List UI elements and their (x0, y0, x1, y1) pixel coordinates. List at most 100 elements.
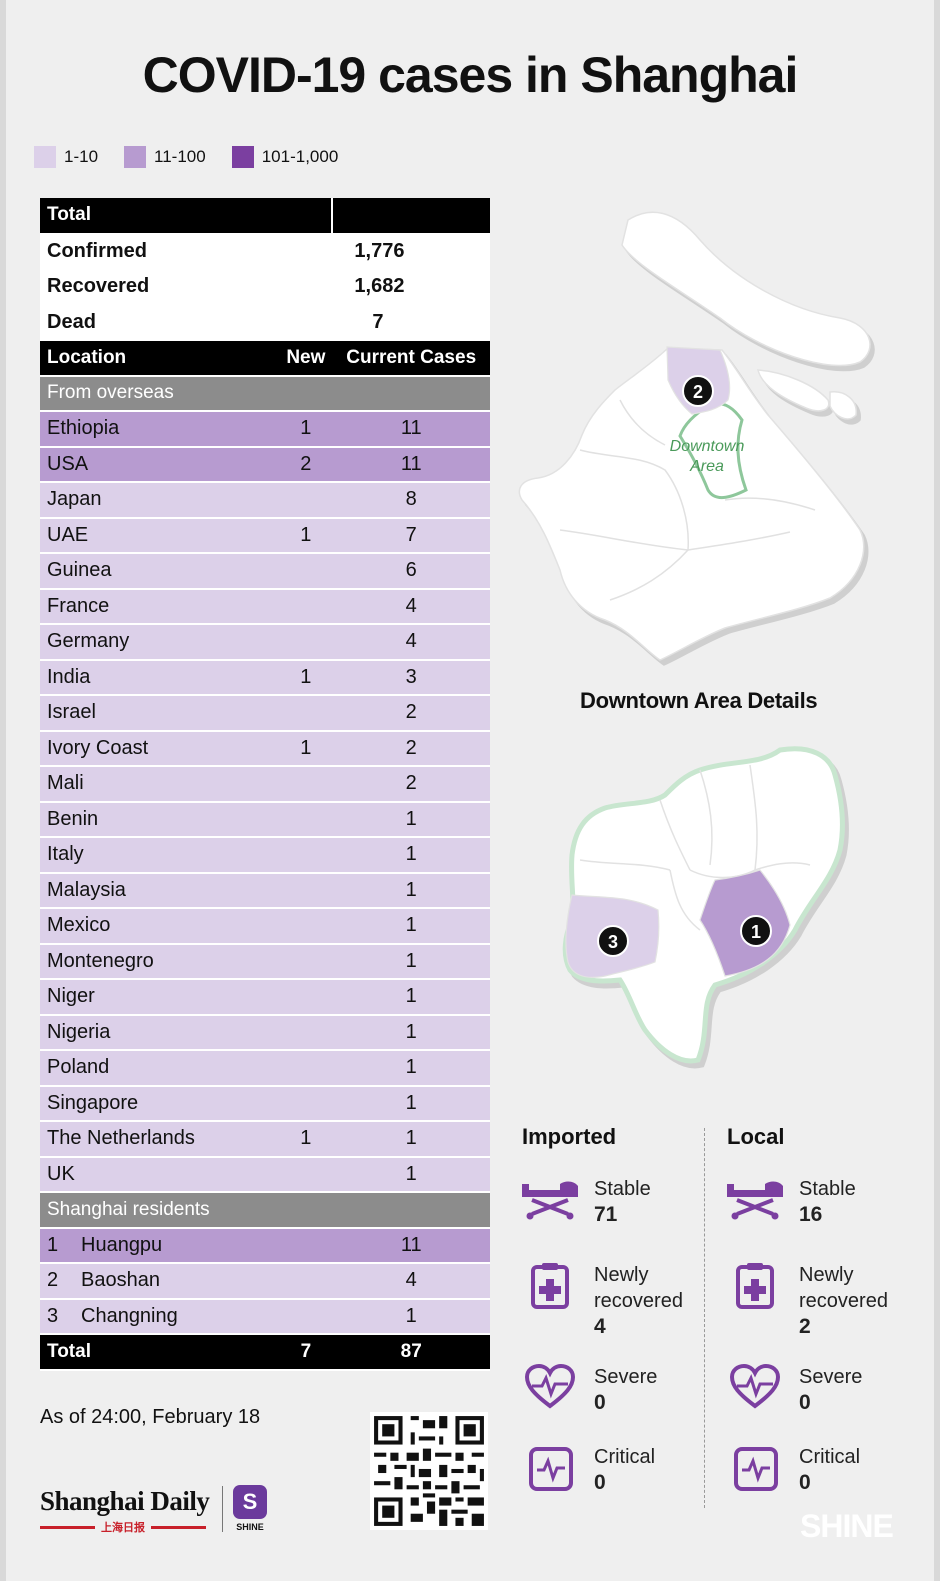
marker-2 (682, 375, 714, 407)
legend: 1-10 11-100 101-1,000 (34, 146, 338, 168)
country-name: France (40, 588, 280, 625)
table-row: Israel 2 (40, 695, 490, 732)
stat-value: 0 (594, 1471, 606, 1494)
total-value: 1,682 (332, 269, 490, 306)
current-cases: 1 (332, 1298, 490, 1335)
total-dead-row: Dead 7 (40, 304, 490, 341)
stat-value: 4 (594, 1315, 606, 1338)
country-name: Israel (40, 695, 280, 732)
new-cases (279, 908, 333, 945)
new-cases (279, 553, 333, 590)
stat-value: 0 (594, 1391, 606, 1414)
new-cases (279, 1014, 333, 1051)
legend-swatch (34, 146, 56, 168)
current-cases: 7 (332, 517, 490, 554)
country-name: Singapore (40, 1085, 280, 1122)
col-new: New (279, 340, 333, 377)
column-header-row: Location New Current Cases (40, 340, 490, 377)
table-row: Japan 8 (40, 482, 490, 519)
total-label: Confirmed (40, 233, 280, 270)
col-current: Current Cases (332, 340, 490, 377)
table-row: Guinea 6 (40, 553, 490, 590)
totals-header: Total (40, 198, 280, 235)
table-row: UAE 1 7 (40, 517, 490, 554)
new-cases: 1 (279, 659, 333, 696)
current-cases: 1 (332, 1156, 490, 1193)
total-current: 87 (332, 1334, 490, 1371)
local-stats: Local Stable 16 Newly recovered 2 (727, 1124, 927, 1494)
hengsha-island (829, 391, 857, 420)
new-cases (279, 837, 333, 874)
new-cases (279, 1085, 333, 1122)
stat-label: recovered (594, 1290, 683, 1312)
current-cases: 11 (332, 411, 490, 448)
section-label: From overseas (40, 375, 490, 412)
new-cases: 1 (279, 730, 333, 767)
table-row: Poland 1 (40, 1050, 490, 1087)
current-cases: 2 (332, 766, 490, 803)
new-cases: 1 (279, 517, 333, 554)
legend-item-low: 1-10 (34, 146, 98, 168)
new-cases: 1 (279, 1121, 333, 1158)
total-confirmed-row: Confirmed 1,776 (40, 233, 490, 270)
downtown-area (562, 746, 845, 1064)
country-name: Ethiopia (40, 411, 280, 448)
new-cases (279, 588, 333, 625)
new-cases (279, 624, 333, 661)
current-cases: 6 (332, 553, 490, 590)
stat-label: Critical (799, 1446, 861, 1468)
country-name: Guinea (40, 553, 280, 590)
stat-value: 2 (799, 1315, 811, 1338)
legend-item-high: 101-1,000 (231, 146, 339, 168)
stat-label: Severe (594, 1366, 658, 1388)
country-name: Montenegro (40, 943, 280, 980)
new-cases (279, 1298, 333, 1335)
stat-value: 0 (799, 1391, 811, 1414)
stat-label: Stable (799, 1178, 856, 1200)
logo-subline: 上海日报 (40, 1520, 206, 1534)
table-row: Ethiopia 1 11 (40, 411, 490, 448)
new-cases (279, 801, 333, 838)
stat-value: 16 (799, 1203, 823, 1226)
current-cases: 2 (332, 695, 490, 732)
district-name: Changning (81, 1304, 178, 1327)
table-row: Nigeria 1 (40, 1014, 490, 1051)
current-cases: 1 (332, 943, 490, 980)
shanghai-map: Downtown Area 2 (518, 211, 871, 661)
table-row: France 4 (40, 588, 490, 625)
country-name: UK (40, 1156, 280, 1193)
qr-code-icon (370, 1412, 488, 1530)
table-row: UK 1 (40, 1156, 490, 1193)
new-cases (279, 1263, 333, 1300)
hospital-bed-icon (727, 1181, 783, 1220)
current-cases: 1 (332, 1085, 490, 1122)
current-cases: 1 (332, 1121, 490, 1158)
current-cases: 1 (332, 908, 490, 945)
chongming-island (621, 211, 871, 367)
current-cases: 4 (332, 588, 490, 625)
table-row: India 1 3 (40, 659, 490, 696)
hospital-bed-icon (522, 1181, 578, 1220)
country-name: USA (40, 446, 280, 483)
country-name: Mexico (40, 908, 280, 945)
table-row: Ivory Coast 1 2 (40, 730, 490, 767)
heart-pulse-icon (729, 1364, 781, 1409)
shine-badge-label: SHINE (236, 1522, 264, 1532)
logo-cn: 上海日报 (101, 1522, 145, 1534)
imported-stats: Imported Stable 71 Newly recovered 4 (522, 1124, 722, 1494)
table-row: Benin 1 (40, 801, 490, 838)
monitor-pulse-icon (529, 1447, 573, 1491)
legend-swatch (124, 146, 147, 168)
col-location: Location (40, 340, 280, 377)
mainland (518, 347, 865, 661)
total-recovered-row: Recovered 1,682 (40, 269, 490, 306)
clipboard-medical-icon (736, 1263, 774, 1309)
total-value: 1,776 (332, 233, 490, 270)
legend-label: 101-1,000 (261, 147, 339, 166)
current-cases: 2 (332, 730, 490, 767)
downtown-outline (678, 402, 748, 499)
country-name: Germany (40, 624, 280, 661)
district-name: Baoshan (81, 1269, 160, 1292)
totals-header-row: Total (40, 198, 490, 235)
